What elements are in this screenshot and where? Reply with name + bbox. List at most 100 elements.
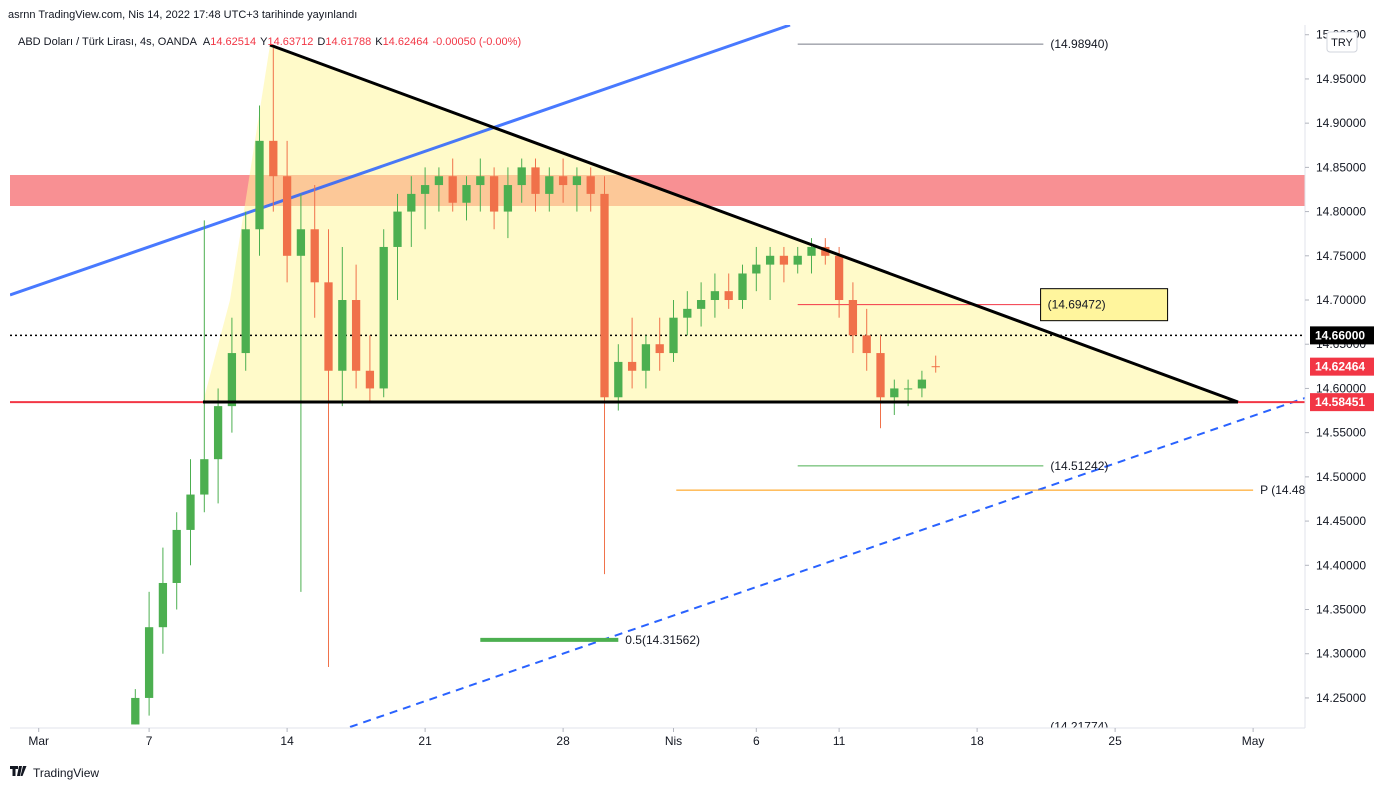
ohlc-label: Y <box>260 36 268 48</box>
candle-body <box>765 255 775 265</box>
y-tick-label: 14.75000 <box>1316 249 1366 263</box>
y-tick-label: 14.50000 <box>1316 470 1366 484</box>
candle-body <box>131 697 140 725</box>
candle-body <box>407 193 416 212</box>
candle-body <box>434 176 444 186</box>
candle-body <box>793 255 802 265</box>
candle-body <box>669 317 678 354</box>
triangle-top <box>269 43 1239 404</box>
candle-body <box>282 176 292 256</box>
ohlc-value: 14.62514 <box>210 36 256 48</box>
candle-body <box>655 344 664 354</box>
y-tick-label: 14.30000 <box>1316 647 1366 661</box>
candle-body <box>779 255 789 265</box>
candle-body <box>241 229 250 354</box>
level-box <box>1040 288 1169 322</box>
candle-body <box>627 361 637 371</box>
candle-body <box>365 370 375 389</box>
level-label: (14.21774) <box>1050 719 1108 733</box>
candle-body <box>200 459 209 495</box>
candle-body <box>351 300 361 371</box>
level-label: (14.51242) <box>1050 459 1108 473</box>
candle-body <box>255 140 264 230</box>
ohlc-label: D <box>317 36 325 48</box>
candle-body <box>683 308 692 318</box>
y-tick-label: 14.95000 <box>1316 72 1366 86</box>
candle-body <box>558 176 568 186</box>
y-tick-label: 14.25000 <box>1316 691 1366 705</box>
y-tick-label: 14.80000 <box>1316 205 1366 219</box>
candle-body <box>848 300 858 336</box>
candle-body <box>462 185 471 203</box>
candle-body <box>862 335 871 354</box>
candles <box>131 47 940 725</box>
price-badge <box>1310 393 1374 412</box>
candle-body <box>144 627 154 698</box>
candle-body <box>545 176 554 194</box>
level-label: P (14.48 <box>1260 483 1305 497</box>
trend-line <box>10 25 791 297</box>
candle-body <box>696 300 706 309</box>
ohlc-label: K <box>375 36 383 48</box>
drawings <box>10 25 1305 728</box>
candle-body <box>158 582 168 628</box>
ohlc-value: 14.61788 <box>325 36 371 48</box>
candle-body <box>213 406 223 460</box>
triangle-fill <box>203 45 1238 402</box>
symbol: ABD Doları / Türk Lirası, 4s, OANDA <box>18 36 198 48</box>
candle-body <box>531 167 540 194</box>
ohlc-label: A <box>203 36 211 48</box>
candle-body <box>227 353 237 407</box>
candle-body <box>834 255 844 301</box>
level-label: (14.69472) <box>1048 298 1106 312</box>
price-badge <box>1310 326 1374 345</box>
logo-mark <box>10 766 27 776</box>
y-tick-label: 14.85000 <box>1316 160 1366 174</box>
candle-body <box>600 193 609 398</box>
x-tick-label: 21 <box>418 734 432 748</box>
currency[interactable]: TRY <box>1331 37 1353 49</box>
candle-body <box>876 353 885 398</box>
x-tick-label: 18 <box>970 734 984 748</box>
candle-body <box>186 494 195 530</box>
candle-body <box>324 282 333 371</box>
candle-body <box>903 388 913 390</box>
price-badge-label: 14.66000 <box>1315 328 1365 342</box>
candle-body <box>917 379 927 389</box>
level-label: (14.98940) <box>1050 37 1108 51</box>
x-tick-label: 11 <box>833 734 846 748</box>
candle-body <box>338 300 347 371</box>
candle-body <box>890 388 899 398</box>
candle-body <box>572 176 582 186</box>
candle-body <box>379 246 388 389</box>
y-tick-label: 14.90000 <box>1316 116 1366 130</box>
legend: ABD Doları / Türk Lirası, 4s, OANDA A14.6… <box>18 36 521 48</box>
y-tick-label: 14.60000 <box>1316 381 1366 395</box>
ohlc-value: 14.62464 <box>383 36 429 48</box>
candle-body <box>710 291 720 301</box>
candle-body <box>641 344 651 371</box>
triangle-lines <box>203 43 1239 404</box>
candle-body <box>752 264 761 274</box>
candle-body <box>310 229 319 283</box>
x-tick-label: 28 <box>556 734 570 748</box>
price-badge-label: 14.62464 <box>1315 360 1365 374</box>
x-tick-label: 25 <box>1108 734 1122 748</box>
candle-body <box>931 366 940 368</box>
currency-button[interactable] <box>1326 31 1358 53</box>
candle-body <box>724 291 733 301</box>
price-badge <box>1310 357 1374 376</box>
change: -0.00050 (-0.00%) <box>432 36 521 48</box>
y-tick-label: 14.40000 <box>1316 558 1366 572</box>
candle-body <box>489 176 499 212</box>
x-tick-label: 7 <box>146 734 153 748</box>
publisher: asrnn TradingView.com, Nis 14, 2022 17:4… <box>8 9 357 21</box>
candle-body <box>420 185 430 194</box>
candle-body <box>172 529 181 583</box>
x-tick-label: Mar <box>28 734 49 748</box>
brand: TradingView <box>33 766 99 780</box>
candle-body <box>738 273 747 301</box>
candle-body <box>503 185 513 212</box>
